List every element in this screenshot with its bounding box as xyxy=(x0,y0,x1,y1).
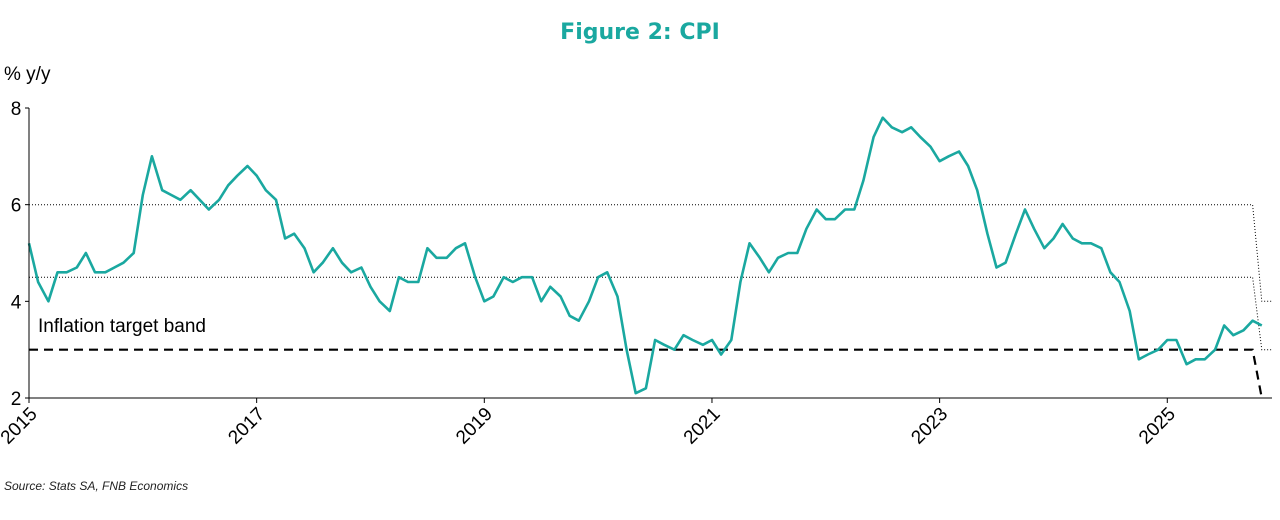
y-tick-label: 2 xyxy=(11,389,22,410)
band-upper-dotted-line xyxy=(29,204,1272,302)
x-tick-label: 2025 xyxy=(1135,404,1180,449)
source-note: Source: Stats SA, FNB Economics xyxy=(4,479,189,493)
target-band-dashed-line xyxy=(29,348,1263,399)
target-band-annotation: Inflation target band xyxy=(38,316,206,337)
chart-title: Figure 2: CPI xyxy=(560,20,720,45)
y-tick-label: 8 xyxy=(11,99,22,120)
x-tick-label: 2019 xyxy=(452,404,497,449)
cpi-series xyxy=(27,116,1263,395)
tick-labels: 2 4 6 8 2015 2017 2019 2021 2023 2025 xyxy=(0,99,1180,448)
y-axis-label: % y/y xyxy=(4,64,51,85)
target-band-lines xyxy=(29,204,1272,399)
x-tick-label: 2017 xyxy=(224,404,269,449)
y-tick-label: 6 xyxy=(11,196,22,217)
axes xyxy=(25,107,1272,403)
x-tick-label: 2021 xyxy=(680,404,725,449)
band-lower-dotted-line xyxy=(29,276,1272,351)
y-tick-label: 4 xyxy=(11,292,22,313)
x-tick-label: 2023 xyxy=(907,404,952,449)
cpi-line xyxy=(27,116,1263,395)
x-tick-label: 2015 xyxy=(0,404,42,449)
